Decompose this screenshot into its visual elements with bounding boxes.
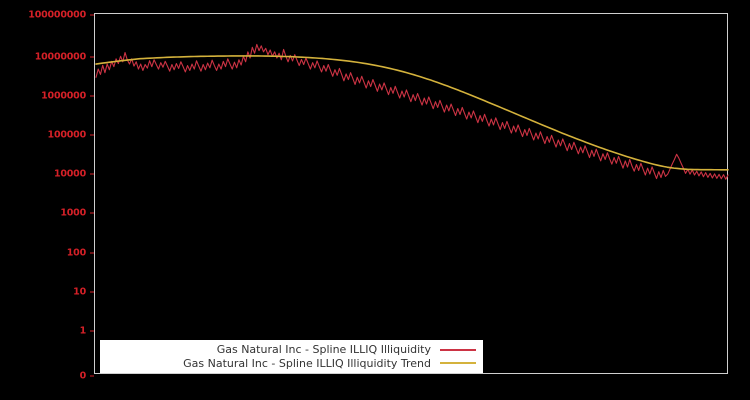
y-tick-label-100: 100 bbox=[66, 247, 86, 259]
y-tick-label-0: 0 bbox=[79, 370, 87, 382]
y-tick-label-1: 1 bbox=[79, 325, 87, 337]
y-tick-mark-10000000 bbox=[90, 56, 94, 58]
legend-label-illiquidity: Gas Natural Inc - Spline ILLIQ Illiquidi… bbox=[216, 343, 431, 357]
y-tick-mark-1 bbox=[90, 330, 94, 332]
y-tick-mark-0 bbox=[90, 375, 94, 377]
line-series-illiquidity-trend bbox=[95, 55, 729, 171]
chart-legend: Gas Natural Inc - Spline ILLIQ Illiquidi… bbox=[100, 340, 483, 373]
chart-canvas bbox=[95, 43, 729, 180]
y-tick-mark-10 bbox=[90, 291, 94, 293]
y-tick-mark-10000 bbox=[90, 173, 94, 175]
legend-entry-trend: Gas Natural Inc - Spline ILLIQ Illiquidi… bbox=[105, 357, 476, 371]
y-tick-label-1000: 1000 bbox=[60, 207, 86, 219]
y-tick-label-10000000: 10000000 bbox=[34, 51, 86, 63]
legend-entry-illiquidity: Gas Natural Inc - Spline ILLIQ Illiquidi… bbox=[105, 343, 476, 357]
y-tick-label-1000000: 1000000 bbox=[41, 90, 86, 102]
y-tick-mark-100000000 bbox=[90, 14, 94, 16]
legend-swatch-trend bbox=[440, 362, 476, 365]
y-tick-label-100000000: 100000000 bbox=[28, 9, 86, 21]
y-tick-mark-1000000 bbox=[90, 95, 94, 97]
legend-label-trend: Gas Natural Inc - Spline ILLIQ Illiquidi… bbox=[183, 356, 431, 370]
y-tick-mark-1000 bbox=[90, 212, 94, 214]
y-tick-label-100000: 100000 bbox=[47, 129, 87, 141]
line-series-illiquidity bbox=[95, 43, 729, 180]
y-tick-label-10: 10 bbox=[73, 286, 86, 298]
y-tick-label-10000: 10000 bbox=[53, 168, 86, 180]
y-tick-mark-100000 bbox=[90, 134, 94, 136]
y-tick-mark-100 bbox=[90, 252, 94, 254]
legend-swatch-illiquidity bbox=[440, 348, 476, 351]
plot-area bbox=[94, 13, 729, 374]
y-axis: 100000000 10000000 1000000 100000 10000 1000 1… bbox=[0, 0, 94, 400]
